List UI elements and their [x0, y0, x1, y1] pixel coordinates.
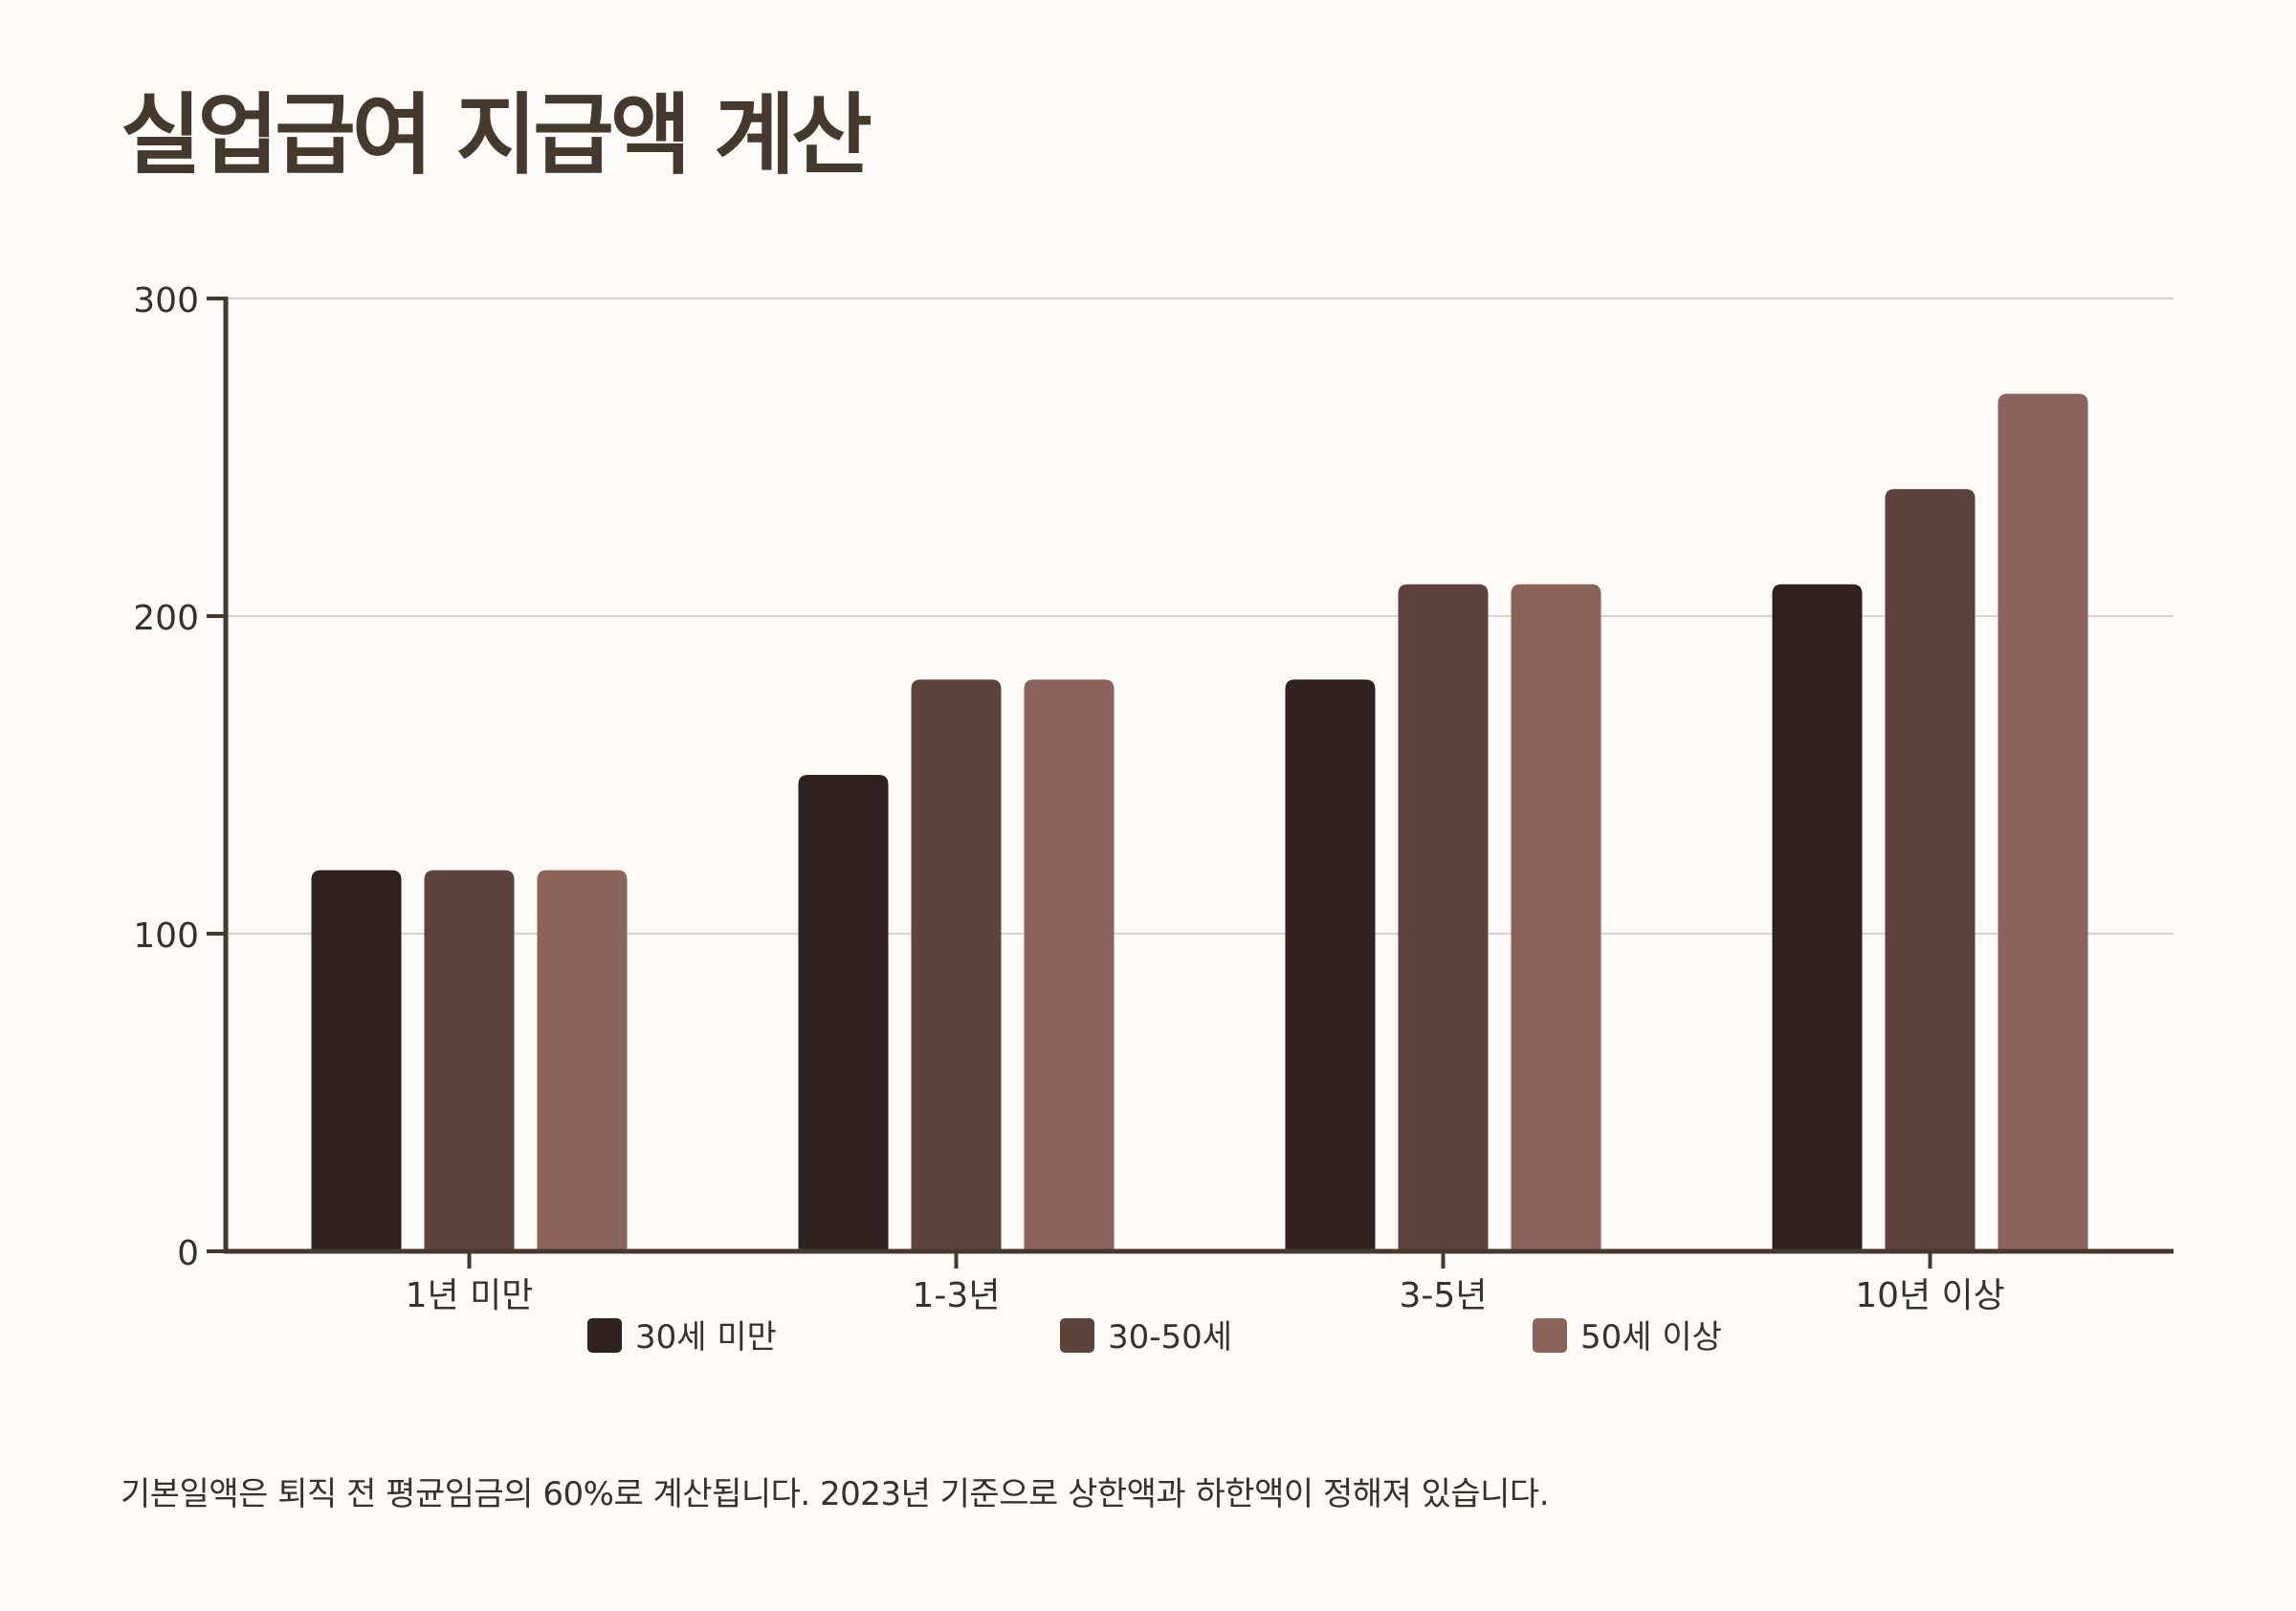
legend-label: 30세 미만 — [635, 1318, 777, 1357]
bar — [1885, 489, 1976, 1251]
bar — [1772, 584, 1863, 1251]
bar — [311, 870, 402, 1251]
bar — [911, 679, 1002, 1251]
bar — [798, 775, 889, 1251]
chart-title: 실업급여 지급액 계산 — [121, 84, 872, 187]
bar — [1398, 584, 1489, 1251]
legend-label: 30-50세 — [1108, 1318, 1232, 1357]
bar — [1998, 393, 2088, 1252]
legend-swatch — [1060, 1318, 1094, 1353]
y-tick-label: 100 — [133, 916, 199, 956]
x-tick-label: 1-3년 — [913, 1276, 1001, 1315]
y-tick-label: 200 — [133, 599, 199, 638]
footnote: 기본일액은 퇴직 전 평균임금의 60%로 계산됩니다. 2023년 기준으로 … — [121, 1475, 1550, 1513]
bar — [1285, 679, 1376, 1251]
bar — [1024, 679, 1115, 1251]
x-tick-label: 3-5년 — [1400, 1276, 1488, 1315]
y-tick-label: 300 — [133, 281, 199, 320]
x-tick-label: 10년 이상 — [1855, 1276, 2005, 1315]
x-tick-label: 1년 미만 — [406, 1276, 534, 1315]
legend-swatch — [587, 1318, 622, 1353]
bar — [424, 870, 515, 1251]
legend-swatch — [1533, 1318, 1567, 1353]
legend-label: 50세 이상 — [1580, 1318, 1722, 1357]
y-tick-label: 0 — [177, 1234, 199, 1273]
bar — [1511, 584, 1601, 1251]
bar — [537, 870, 628, 1251]
